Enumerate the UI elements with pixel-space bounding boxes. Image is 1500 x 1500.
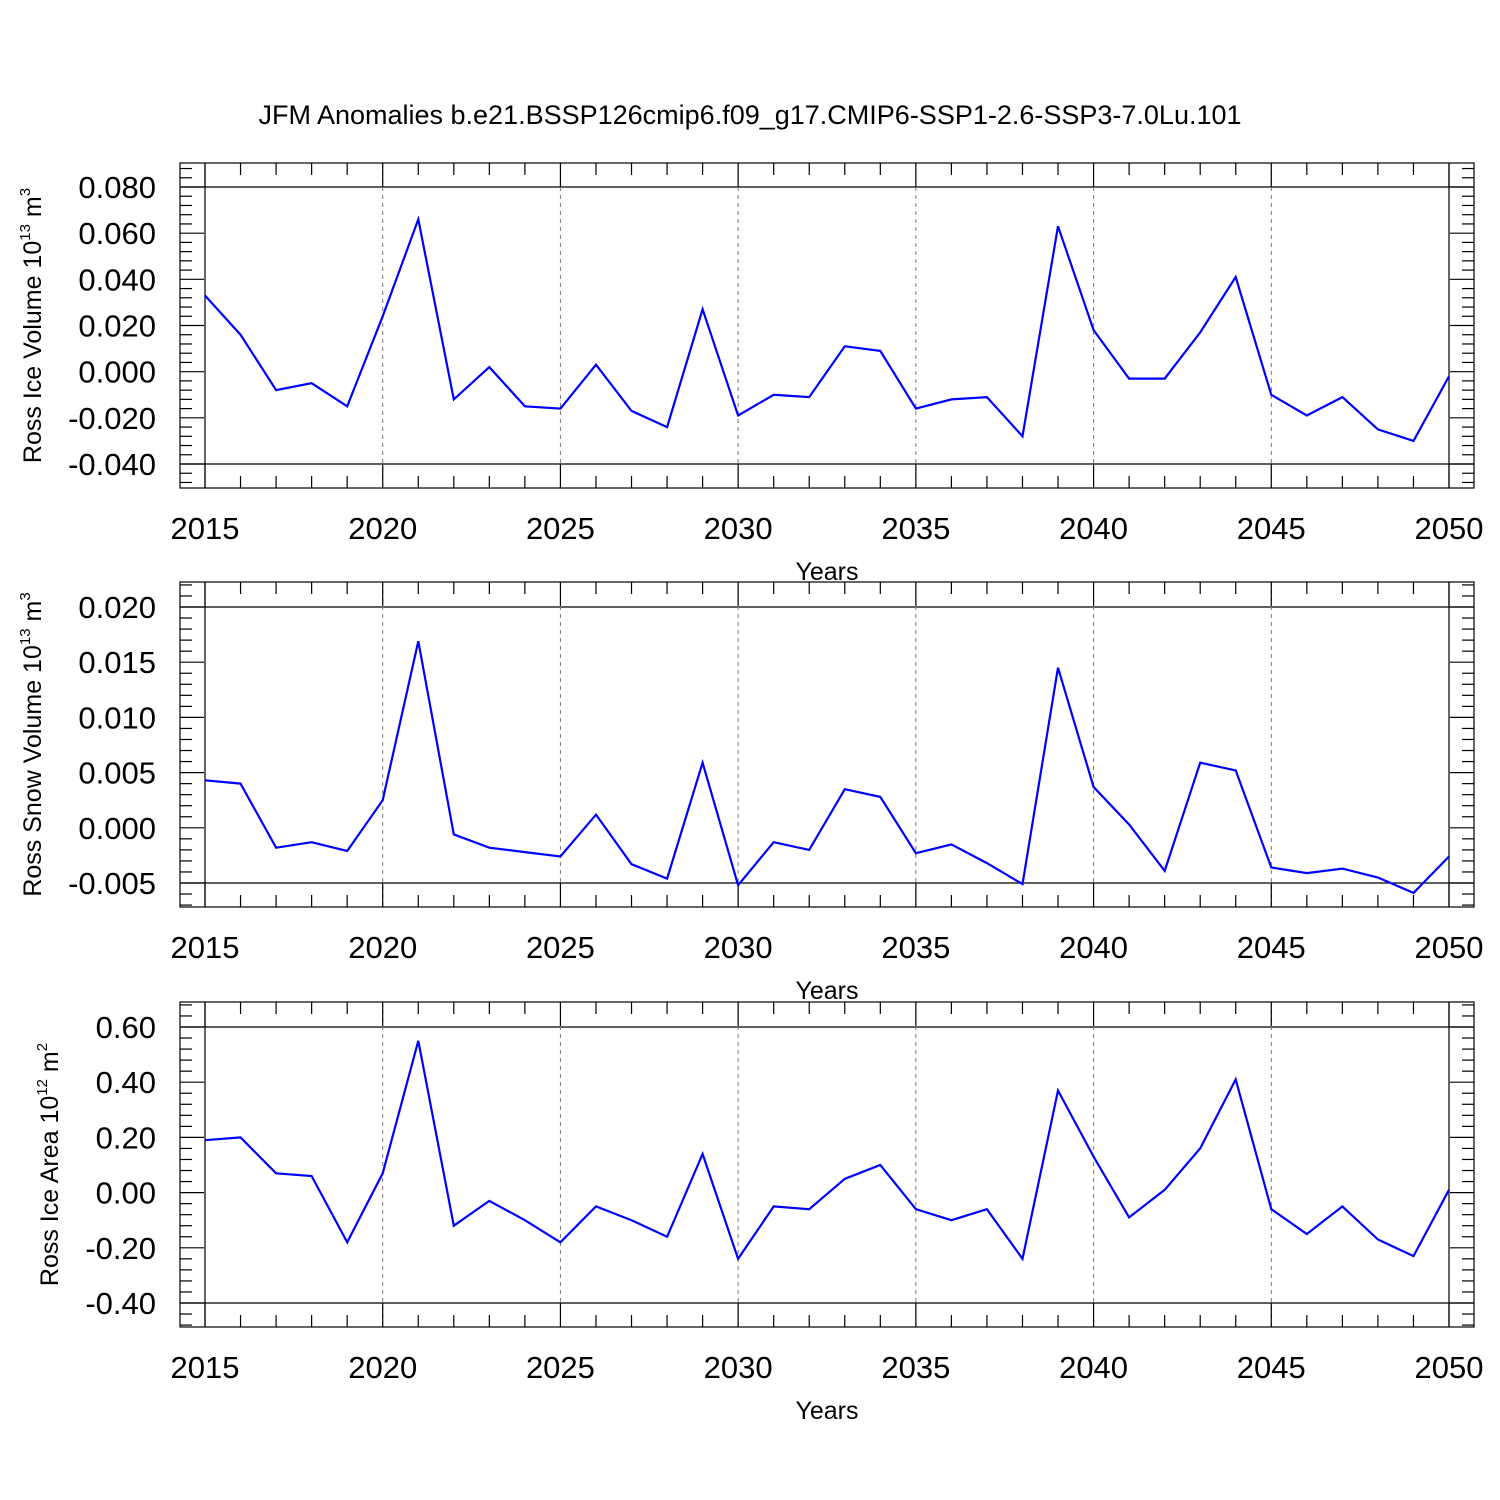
ross-ice-area-x-tick-label: 2045 <box>1237 1350 1306 1385</box>
ross-ice-area-y-tick-label: 0.20 <box>96 1120 156 1155</box>
ross-ice-volume-y-tick-label: 0.020 <box>78 309 156 344</box>
ross-snow-volume-y-tick-label: -0.005 <box>68 866 156 901</box>
ross-ice-volume-panel: -0.040 -0.020 0.000 0.020 0.040 0.060 0.080 201… <box>17 162 1484 586</box>
ross-snow-volume-x-tick-label: 2025 <box>526 930 595 965</box>
ross-ice-volume-x-tick-label: 2050 <box>1415 511 1484 546</box>
ross-ice-area-y-tick-label: -0.20 <box>85 1231 156 1266</box>
ross-snow-volume-y-tick-label: 0.015 <box>78 645 156 680</box>
ross-ice-volume-y-tick-label: 0.040 <box>78 262 156 297</box>
ross-snow-volume-x-tick-label: 2020 <box>348 930 417 965</box>
ross-ice-area-panel: -0.40 -0.20 0.00 0.20 0.40 0.60 2015 2020 2025 20… <box>34 1001 1484 1425</box>
ross-snow-volume-panel: -0.005 0.000 0.005 0.010 0.015 0.020 2015 2020 2… <box>17 581 1484 1005</box>
ross-ice-area-x-tick-label: 2030 <box>704 1350 773 1385</box>
ross-ice-volume-y-tick-label: -0.020 <box>68 401 156 436</box>
ross-ice-volume-y-tick-label: -0.040 <box>68 447 156 482</box>
ross-ice-volume-y-tick-label: 0.080 <box>78 170 156 205</box>
ross-snow-volume-x-tick-label: 2015 <box>171 930 240 965</box>
ross-snow-volume-x-tick-label: 2030 <box>704 930 773 965</box>
ross-ice-volume-y-axis-label: Ross Ice Volume 1013 m3 <box>17 188 47 463</box>
ross-snow-volume-x-tick-label: 2040 <box>1059 930 1128 965</box>
ross-snow-volume-x-axis-label: Years <box>795 977 858 1005</box>
ross-ice-area-x-tick-label: 2040 <box>1059 1350 1128 1385</box>
ross-ice-area-y-tick-label: 0.60 <box>96 1010 156 1045</box>
ross-ice-area-x-tick-label: 2025 <box>526 1350 595 1385</box>
ross-ice-area-x-axis-label: Years <box>795 1397 858 1425</box>
ross-ice-area-y-tick-label: 0.00 <box>96 1176 156 1211</box>
ross-snow-volume-x-tick-label: 2045 <box>1237 930 1306 965</box>
figure-title: JFM Anomalies b.e21.BSSP126cmip6.f09_g17… <box>258 100 1241 130</box>
ross-ice-volume-x-axis-label: Years <box>795 558 858 586</box>
ross-snow-volume-y-tick-label: 0.000 <box>78 811 156 846</box>
ross-snow-volume-x-tick-label: 2050 <box>1415 930 1484 965</box>
ross-ice-area-x-tick-label: 2050 <box>1415 1350 1484 1385</box>
ross-ice-volume-x-tick-label: 2035 <box>881 511 950 546</box>
ross-ice-volume-x-tick-label: 2040 <box>1059 511 1128 546</box>
ross-ice-area-frame <box>179 1001 1475 1328</box>
ross-ice-volume-y-tick-label: 0.000 <box>78 355 156 390</box>
ross-snow-volume-y-tick-label: 0.010 <box>78 700 156 735</box>
ross-snow-volume-frame <box>179 581 1475 908</box>
ross-ice-volume-x-tick-label: 2030 <box>704 511 773 546</box>
ross-snow-volume-series-line <box>204 640 1450 895</box>
ross-snow-volume-y-tick-label: 0.020 <box>78 590 156 625</box>
ross-ice-volume-x-tick-label: 2020 <box>348 511 417 546</box>
ross-ice-area-x-tick-label: 2015 <box>171 1350 240 1385</box>
panels: -0.040 -0.020 0.000 0.020 0.040 0.060 0.080 201… <box>17 162 1484 1425</box>
ross-ice-area-y-tick-label: 0.40 <box>96 1065 156 1100</box>
ross-ice-area-y-axis-label: Ross Ice Area 1012 m2 <box>34 1043 64 1286</box>
ross-ice-area-y-tick-label: -0.40 <box>85 1286 156 1321</box>
ross-snow-volume-y-tick-label: 0.005 <box>78 756 156 791</box>
ross-ice-volume-frame <box>179 162 1475 489</box>
ross-ice-volume-x-tick-label: 2015 <box>171 511 240 546</box>
ross-ice-area-series-line <box>204 1040 1450 1262</box>
ross-snow-volume-y-axis-label: Ross Snow Volume 1013 m3 <box>17 592 47 896</box>
ross-ice-volume-x-tick-label: 2045 <box>1237 511 1306 546</box>
ross-ice-area-x-tick-label: 2020 <box>348 1350 417 1385</box>
ross-ice-volume-series-line <box>204 215 1450 443</box>
ross-ice-volume-x-tick-label: 2025 <box>526 511 595 546</box>
ross-ice-area-x-tick-label: 2035 <box>881 1350 950 1385</box>
ross-ice-volume-y-tick-label: 0.060 <box>78 216 156 251</box>
ross-snow-volume-x-tick-label: 2035 <box>881 930 950 965</box>
